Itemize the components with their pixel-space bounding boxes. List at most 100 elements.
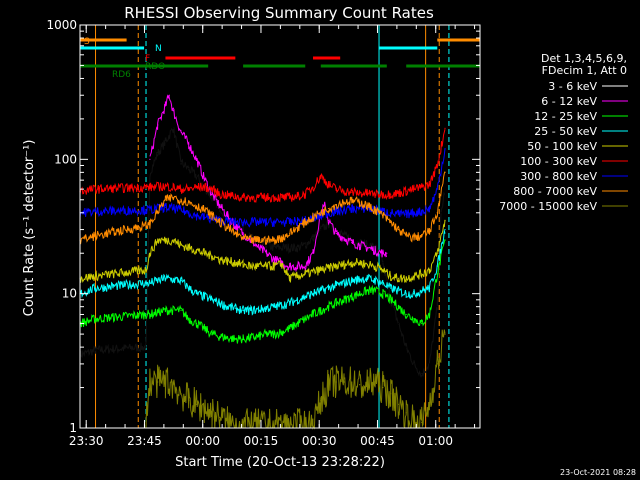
state-bar-label: RD6 bbox=[112, 70, 131, 80]
x-tick-label: 00:00 bbox=[185, 434, 220, 448]
data-point bbox=[94, 318, 97, 320]
data-point bbox=[335, 381, 337, 383]
data-point bbox=[421, 186, 423, 188]
legend-entry-label: 3 - 6 keV bbox=[548, 80, 597, 93]
data-point bbox=[304, 318, 306, 320]
data-point bbox=[195, 215, 198, 217]
data-point bbox=[304, 221, 306, 223]
state-bar-f: F bbox=[145, 54, 341, 64]
data-point bbox=[382, 293, 384, 295]
data-point bbox=[421, 421, 423, 423]
data-point bbox=[444, 229, 446, 231]
data-point bbox=[374, 193, 376, 195]
data-point bbox=[312, 293, 314, 295]
x-tick-label: 00:15 bbox=[244, 434, 279, 448]
legend-header-line: FDecim 1, Att 0 bbox=[542, 64, 627, 77]
data-point bbox=[289, 247, 291, 249]
data-point bbox=[211, 412, 213, 414]
data-point bbox=[273, 265, 275, 267]
data-point bbox=[428, 403, 431, 405]
data-point bbox=[312, 252, 314, 254]
data-point bbox=[351, 191, 353, 193]
x-tick-label: 00:30 bbox=[302, 434, 337, 448]
data-point bbox=[94, 287, 97, 289]
data-point bbox=[343, 235, 345, 237]
data-point bbox=[145, 346, 147, 348]
data-point bbox=[180, 131, 182, 133]
data-point bbox=[444, 188, 446, 190]
data-point bbox=[265, 333, 267, 335]
data-point bbox=[304, 265, 306, 267]
data-point bbox=[436, 212, 438, 214]
data-point bbox=[227, 220, 229, 222]
data-point bbox=[258, 196, 260, 199]
data-point bbox=[145, 186, 147, 188]
y-tick-label: 1 bbox=[69, 421, 77, 435]
data-point bbox=[382, 210, 384, 212]
data-point bbox=[188, 212, 190, 214]
x-tick-label: 23:45 bbox=[127, 434, 162, 448]
data-point bbox=[428, 208, 431, 210]
data-point bbox=[413, 275, 415, 277]
data-point bbox=[390, 221, 392, 223]
data-point bbox=[397, 322, 399, 325]
y-axis-label: Count Rate (s⁻¹ detector⁻¹) bbox=[22, 140, 37, 317]
data-point bbox=[265, 244, 267, 246]
data-point bbox=[428, 269, 431, 271]
series-line bbox=[79, 148, 446, 228]
data-point bbox=[273, 196, 275, 199]
data-point bbox=[335, 210, 337, 212]
data-point bbox=[94, 235, 97, 237]
data-point bbox=[351, 208, 353, 210]
data-point bbox=[312, 237, 314, 239]
chart-title: RHESSI Observing Summary Count Rates bbox=[124, 4, 434, 22]
series-line bbox=[79, 129, 446, 204]
data-point bbox=[366, 290, 368, 292]
state-bar-s: S bbox=[80, 37, 480, 47]
data-point bbox=[351, 200, 353, 202]
data-point bbox=[413, 212, 415, 214]
data-point bbox=[421, 210, 423, 212]
data-point bbox=[296, 220, 299, 222]
series-line bbox=[79, 239, 446, 344]
data-point bbox=[203, 209, 205, 211]
data-point bbox=[281, 247, 283, 249]
data-point bbox=[149, 186, 151, 188]
state-bar-label: N bbox=[155, 44, 162, 54]
data-point bbox=[195, 205, 198, 207]
data-point bbox=[94, 349, 97, 351]
data-point bbox=[172, 127, 174, 129]
data-point bbox=[436, 164, 438, 167]
data-point bbox=[335, 265, 337, 267]
data-point bbox=[382, 387, 384, 389]
data-point bbox=[234, 262, 236, 264]
data-point bbox=[289, 265, 291, 267]
data-point bbox=[421, 290, 423, 292]
legend-entry-label: 800 - 7000 keV bbox=[513, 185, 597, 198]
data-point bbox=[281, 304, 283, 306]
data-point bbox=[382, 215, 384, 217]
data-point bbox=[265, 252, 267, 254]
data-point bbox=[188, 287, 190, 289]
data-point bbox=[145, 269, 147, 271]
axes: 1 10 100 1000 23:30 23:45 00:00 00:15 00:30 00:45… bbox=[46, 18, 480, 448]
data-point bbox=[168, 94, 170, 96]
data-point bbox=[359, 201, 361, 203]
data-point bbox=[436, 265, 438, 267]
data-point bbox=[234, 338, 236, 340]
data-point bbox=[351, 296, 353, 298]
data-point bbox=[382, 193, 384, 195]
x-tick-label: 00:45 bbox=[360, 434, 395, 448]
data-point bbox=[203, 177, 205, 180]
state-bar-rd6: RD6 bbox=[112, 70, 131, 80]
data-point bbox=[327, 287, 330, 289]
data-point bbox=[405, 412, 407, 414]
y-tick-label: 1000 bbox=[46, 18, 77, 32]
data-point bbox=[172, 384, 174, 386]
data-point bbox=[250, 239, 252, 241]
y-tick-label: 100 bbox=[54, 152, 77, 166]
data-point bbox=[366, 247, 368, 249]
series-800-7000-kev bbox=[79, 171, 446, 245]
data-point bbox=[180, 244, 182, 246]
data-point bbox=[343, 209, 345, 211]
